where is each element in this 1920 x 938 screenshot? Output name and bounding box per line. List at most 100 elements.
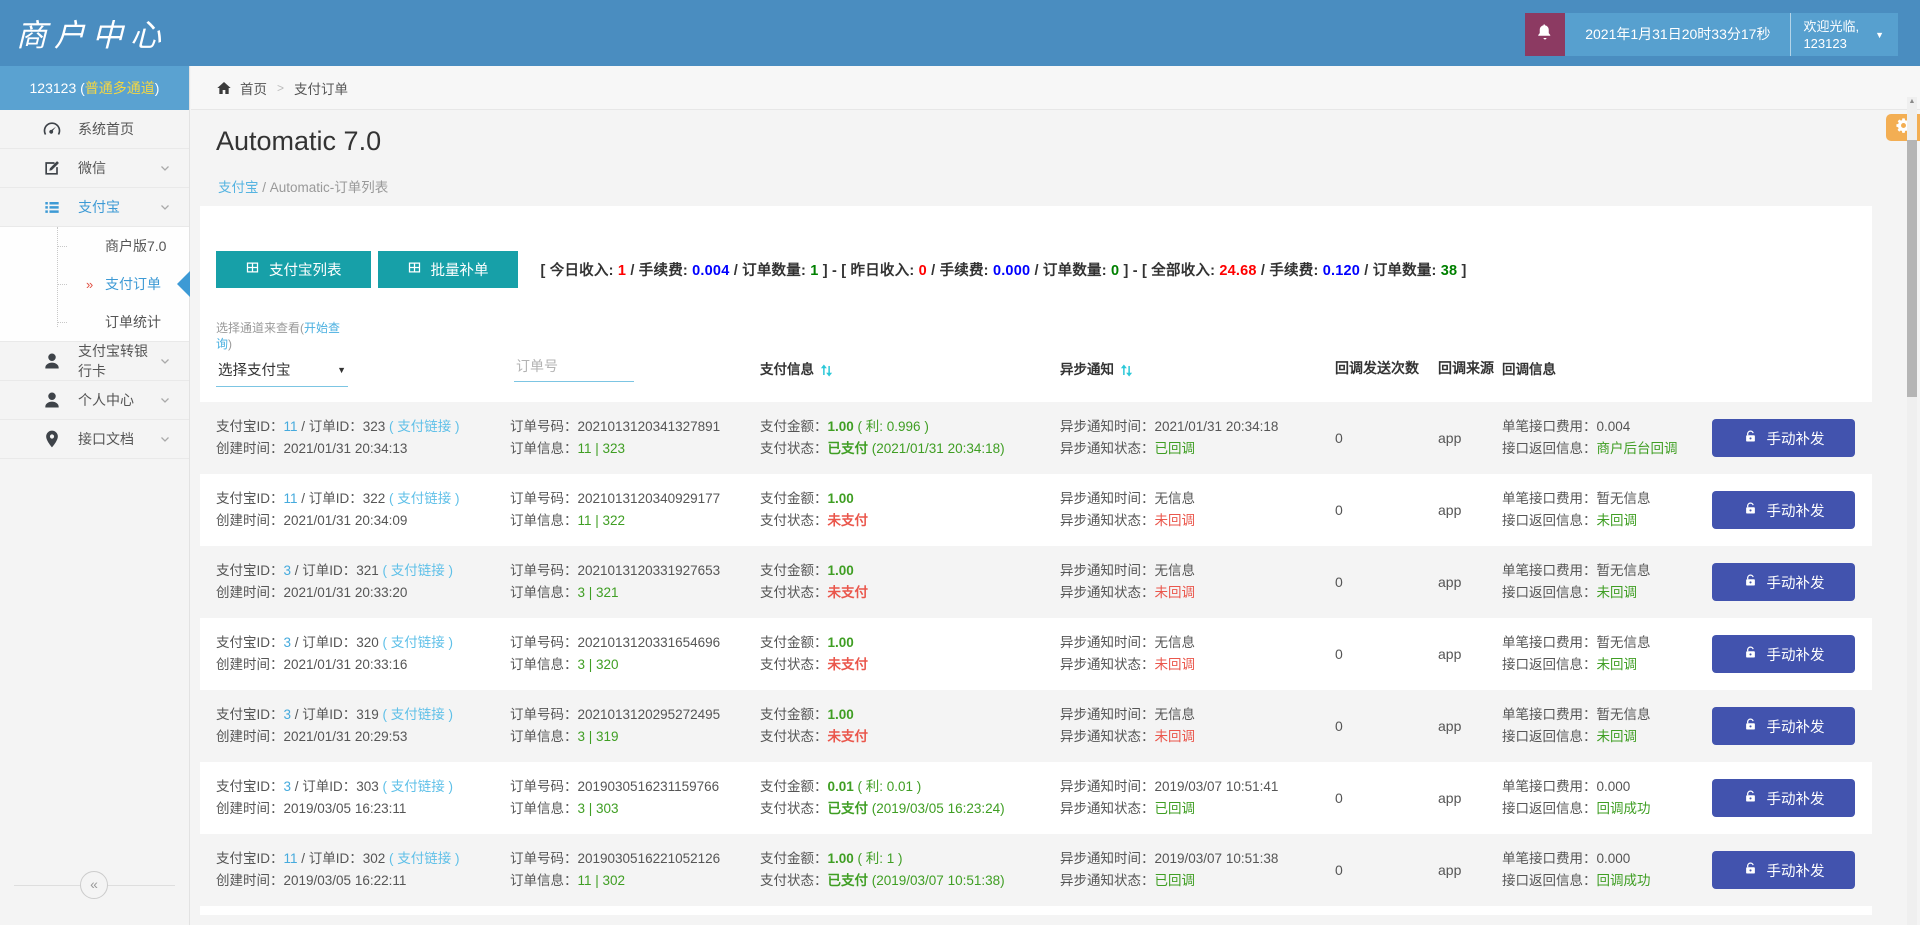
cell-pay-info: 支付金额：0.01 ( 利: 0.01 ) 支付状态：已支付 (2019/03/… — [760, 776, 1060, 820]
notify-status: 未回调 — [1155, 585, 1196, 600]
chevron-down-icon — [159, 355, 171, 367]
stats-group: [ 今日收入: 1 / 手续费: 0.004 / 订单数量: 1 ] — [541, 263, 828, 279]
sidebar-collapse-button[interactable]: « — [80, 871, 108, 899]
alipay-id-value: 11 — [284, 851, 298, 866]
manual-reissue-label: 手动补发 — [1767, 572, 1825, 593]
pay-link[interactable]: ( 支付链接 ) — [383, 707, 454, 722]
cell-order-number: 订单号码：2021013120295272495 订单信息：3 | 319 — [510, 704, 760, 748]
pay-link[interactable]: ( 支付链接 ) — [389, 851, 460, 866]
manual-reissue-label: 手动补发 — [1767, 788, 1825, 809]
order-row-322: 支付宝ID：11 / 订单ID：322 ( 支付链接 ) 创建时间：2021/0… — [200, 474, 1872, 546]
manual-reissue-button[interactable]: 手动补发 — [1712, 635, 1855, 673]
cell-order-ids: 支付宝ID：11 / 订单ID：323 ( 支付链接 ) 创建时间：2021/0… — [216, 416, 510, 460]
pay-link[interactable]: ( 支付链接 ) — [383, 779, 454, 794]
sidebar-subitem-label: 订单统计 — [105, 312, 161, 332]
return-info-value: 未回调 — [1597, 657, 1638, 672]
alipay-id-value: 3 — [284, 779, 292, 794]
edit-icon — [42, 158, 62, 178]
amount-value: 1.00 — [828, 563, 854, 578]
welcome-text[interactable]: 欢迎光临, 123123 — [1791, 18, 1867, 52]
user-menu-caret[interactable]: ▼ — [1867, 30, 1898, 40]
notify-status: 未回调 — [1155, 729, 1196, 744]
alipay-id-value: 3 — [284, 563, 292, 578]
sidebar-item-接口文档[interactable]: 接口文档 — [0, 420, 189, 459]
alipay-list-button[interactable]: 支付宝列表 — [216, 251, 371, 288]
stats-fee-label: 手续费: — [1269, 263, 1318, 279]
chevron-down-icon — [159, 162, 171, 174]
manual-reissue-button[interactable]: 手动补发 — [1712, 707, 1855, 745]
cell-callback-info: 单笔接口费用：暂无信息 接口返回信息：未回调 — [1502, 632, 1712, 676]
bottom-strip — [0, 925, 1920, 938]
sort-icon[interactable] — [1119, 363, 1134, 378]
sort-icon[interactable] — [819, 363, 834, 378]
batch-reissue-label: 批量补单 — [431, 259, 489, 280]
sidebar-item-支付宝[interactable]: 支付宝 — [0, 188, 189, 227]
sidebar-subitem-支付订单[interactable]: »支付订单 — [0, 265, 189, 303]
pay-status: 未支付 — [828, 513, 869, 528]
unlock-icon — [1743, 501, 1758, 520]
manual-reissue-button[interactable]: 手动补发 — [1712, 419, 1855, 457]
account-channel-type: 普通多通道 — [85, 78, 155, 98]
order-number-input[interactable] — [514, 353, 634, 382]
sidebar-item-系统首页[interactable]: 系统首页 — [0, 110, 189, 149]
notifications-button[interactable] — [1525, 13, 1565, 56]
cell-source: app — [1435, 499, 1502, 521]
cell-action: 手动补发 — [1712, 419, 1856, 457]
sidebar-item-label: 个人中心 — [78, 390, 134, 410]
cell-send-count: 0 — [1330, 427, 1435, 449]
stats-fee: 0.004 — [692, 263, 729, 279]
sidebar: 123123 ( 普通多通道 ) 系统首页微信支付宝商户版7.0»支付订单订单统… — [0, 66, 190, 925]
cell-pay-info: 支付金额：1.00 支付状态：未支付 — [760, 704, 1060, 748]
sidebar-item-支付宝转银行卡[interactable]: 支付宝转银行卡 — [0, 342, 189, 381]
scroll-up-arrow[interactable]: ▲ — [1907, 98, 1917, 105]
cell-pay-info: 支付金额：1.00 ( 利: 1 ) 支付状态：已支付 (2019/03/07 … — [760, 848, 1060, 892]
sidebar-item-label: 微信 — [78, 158, 106, 178]
pay-link[interactable]: ( 支付链接 ) — [383, 563, 454, 578]
chevron-down-icon — [159, 201, 171, 213]
income-stats: [ 今日收入: 1 / 手续费: 0.004 / 订单数量: 1 ] - [ 昨… — [541, 259, 1467, 280]
cell-order-ids: 支付宝ID：3 / 订单ID：319 ( 支付链接 ) 创建时间：2021/01… — [216, 704, 510, 748]
pay-status: 未支付 — [828, 729, 869, 744]
cell-callback-info: 单笔接口费用：暂无信息 接口返回信息：未回调 — [1502, 560, 1712, 604]
sidebar-item-label: 支付宝 — [78, 197, 120, 217]
sidebar-item-label: 系统首页 — [78, 119, 134, 139]
sidebar-subitem-订单统计[interactable]: 订单统计 — [0, 303, 189, 341]
alipay-id-value: 3 — [284, 707, 292, 722]
scrollbar-thumb[interactable] — [1907, 140, 1917, 397]
unlock-icon — [1743, 717, 1758, 736]
stats-group: [ 全部收入: 24.68 / 手续费: 0.120 / 订单数量: 38 ] — [1142, 263, 1467, 279]
alipay-channel-select[interactable]: 选择支付宝 ▼ — [216, 354, 348, 387]
vertical-scrollbar[interactable]: ▲ ▼ — [1907, 97, 1917, 938]
manual-reissue-button[interactable]: 手动补发 — [1712, 491, 1855, 529]
order-info-value: 11 | 322 — [578, 513, 626, 528]
cell-action: 手动补发 — [1712, 707, 1856, 745]
list-icon — [42, 197, 62, 217]
cell-source: app — [1435, 427, 1502, 449]
notify-status: 已回调 — [1155, 441, 1196, 456]
stats-count: 1 — [810, 263, 818, 279]
manual-reissue-button[interactable]: 手动补发 — [1712, 851, 1855, 889]
sidebar-item-微信[interactable]: 微信 — [0, 149, 189, 188]
username: 123123 — [1803, 35, 1859, 52]
order-info-value: 3 | 319 — [578, 729, 619, 744]
order-row-303: 支付宝ID：3 / 订单ID：303 ( 支付链接 ) 创建时间：2019/03… — [200, 762, 1872, 834]
manual-reissue-button[interactable]: 手动补发 — [1712, 563, 1855, 601]
datetime-box: 2021年1月31日20时33分17秒 欢迎光临, 123123 ▼ — [1565, 13, 1898, 56]
batch-reissue-button[interactable]: 批量补单 — [378, 251, 518, 288]
manual-reissue-button[interactable]: 手动补发 — [1712, 779, 1855, 817]
pay-link[interactable]: ( 支付链接 ) — [383, 635, 454, 650]
home-icon — [216, 80, 232, 96]
subtitle-link-alipay[interactable]: 支付宝 — [218, 180, 259, 195]
profit-value: ( 利: 0.01 ) — [854, 779, 922, 794]
pay-link[interactable]: ( 支付链接 ) — [389, 419, 460, 434]
order-no-column — [510, 302, 760, 402]
pay-link[interactable]: ( 支付链接 ) — [389, 491, 460, 506]
cell-async-notify: 异步通知时间：2019/03/07 10:51:38 异步通知状态：已回调 — [1060, 848, 1330, 892]
sidebar-item-个人中心[interactable]: 个人中心 — [0, 381, 189, 420]
welcome-line: 欢迎光临, — [1803, 18, 1859, 35]
active-menu-arrow — [177, 271, 190, 297]
cell-source: app — [1435, 859, 1502, 881]
sidebar-subitem-商户版7.0[interactable]: 商户版7.0 — [0, 227, 189, 265]
unlock-icon — [1743, 573, 1758, 592]
breadcrumb-home[interactable]: 首页 — [240, 78, 267, 98]
